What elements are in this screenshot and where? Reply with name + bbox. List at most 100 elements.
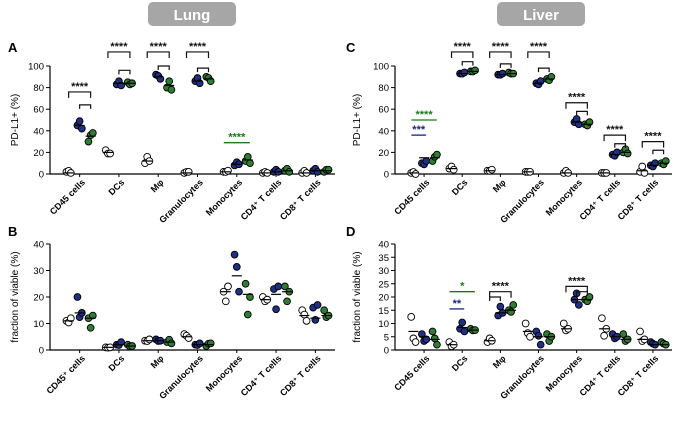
data-point-A-navy [313,167,322,176]
significance-bracket-C [461,61,474,66]
data-point-D-navy [460,327,469,336]
data-point-B-navy [313,301,322,309]
significance-label-A: **** [189,41,207,53]
significance-bracket-C [450,51,474,58]
y-tick-label-A: 80 [33,83,44,94]
x-tick-label-C: Monocytes [544,177,584,217]
x-tick-label-D: DCs [450,353,470,373]
x-tick-label-A: DCs [107,177,127,197]
significance-bracket-C [499,63,512,68]
significance-bracket-D [576,291,588,296]
significance-label-C: **** [416,109,434,121]
data-point-B-open [184,334,193,342]
lung-header-box [148,2,236,26]
x-tick-label-A: Mφ [149,177,166,194]
significance-bracket-A [118,69,131,75]
y-tick-label-D: 10 [378,319,389,330]
significance-bracket-C [565,102,588,109]
y-axis-title-D: fraction of viable (%) [352,251,363,342]
data-point-B-navy [195,339,204,348]
significance-bracket-A [157,65,170,70]
data-point-B-open [66,314,75,323]
data-point-D-navy [496,302,505,311]
data-point-D-open [411,338,420,346]
significance-label-A: **** [71,81,89,93]
data-point-D-navy [536,340,545,349]
x-tick-label-B: CD45⁺ cells [44,353,87,396]
data-point-A-open [224,166,232,175]
significance-label-C: **** [492,41,510,53]
significance-bracket-A [185,51,210,58]
y-tick-label-B: 10 [33,319,44,330]
data-point-B-navy [232,263,241,271]
y-tick-label-A: 20 [33,148,44,159]
data-point-A-green [167,85,176,94]
panel-label-D: D [346,224,355,239]
data-point-B-green [206,339,215,348]
significance-label-C: **** [530,41,548,53]
y-tick-label-C: 40 [378,126,389,137]
data-point-C-open [449,165,458,174]
y-tick-label-D: 30 [378,266,389,277]
data-point-C-open [411,170,420,178]
data-point-B-green [86,323,95,332]
liver-header: Liver [523,7,559,24]
y-tick-label-C: 0 [384,170,389,181]
significance-bracket-C [641,141,665,148]
x-tick-label-B: Monocytes [204,353,244,393]
data-point-A-green [88,129,97,137]
data-point-A-navy [77,124,86,133]
data-point-B-navy [311,316,320,324]
x-tick-label-A: CD45 cells [48,177,87,216]
data-point-B-green [88,311,97,320]
y-tick-label-A: 40 [33,126,44,137]
data-point-D-green [433,340,441,349]
significance-bracket-D [565,285,588,293]
significance-bracket-C [603,134,627,142]
data-point-C-green [623,149,632,158]
y-tick-label-D: 5 [384,332,389,343]
panel-label-A: A [8,40,18,55]
data-point-B-green [283,297,291,306]
y-tick-label-A: 100 [28,62,44,73]
data-point-D-open [521,319,530,328]
y-tick-label-C: 100 [373,62,389,73]
y-tick-label-B: 30 [33,266,44,277]
data-point-B-green [320,306,329,315]
data-point-D-open [600,331,608,340]
x-tick-label-C: Mφ [491,177,508,194]
data-point-A-open [184,167,193,176]
data-point-D-navy [574,301,583,309]
panel-label-C: C [346,40,356,55]
significance-bracket-A [79,104,92,109]
y-tick-label-A: 0 [39,170,44,181]
y-axis-title-B: fraction of viable (%) [10,251,21,342]
data-point-D-open [526,332,534,341]
data-point-B-navy [230,250,239,259]
y-tick-label-D: 35 [378,253,389,264]
y-tick-label-A: 60 [33,105,44,116]
data-point-B-green [281,282,289,291]
data-point-B-green [167,339,176,348]
data-point-D-navy [458,318,467,327]
y-tick-label-B: 20 [33,293,44,304]
data-point-B-open [302,317,311,325]
x-tick-label-D: CD8⁺ T cells [616,353,661,398]
data-point-A-green [84,137,93,146]
significance-bracket-A [107,51,131,58]
data-point-A-open [106,149,114,158]
data-point-C-navy [498,69,507,78]
y-tick-label-D: 15 [378,306,389,317]
x-tick-label-D: Mφ [491,353,508,370]
data-point-B-navy [272,305,280,314]
data-point-A-green [246,159,254,168]
x-tick-label-A: CD8⁺ T cells [278,177,323,222]
data-point-C-open [488,165,496,174]
x-tick-label-C: CD8⁺ T cells [616,177,661,222]
significance-bracket-A [146,51,170,58]
